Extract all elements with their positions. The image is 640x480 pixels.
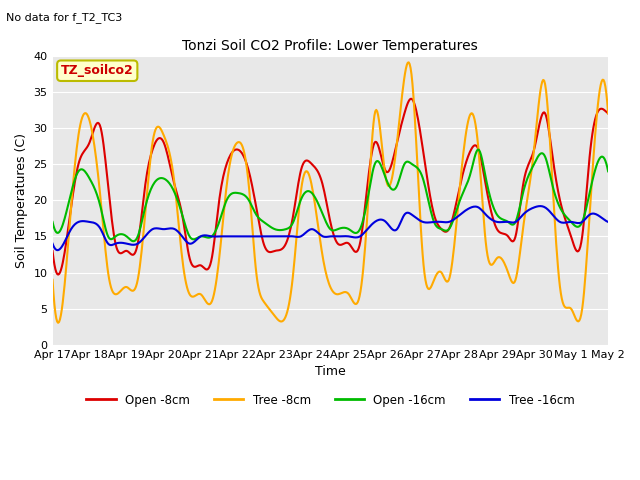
Text: TZ_soilco2: TZ_soilco2 (61, 64, 134, 77)
Title: Tonzi Soil CO2 Profile: Lower Temperatures: Tonzi Soil CO2 Profile: Lower Temperatur… (182, 39, 478, 53)
Y-axis label: Soil Temperatures (C): Soil Temperatures (C) (15, 133, 28, 268)
Legend: Open -8cm, Tree -8cm, Open -16cm, Tree -16cm: Open -8cm, Tree -8cm, Open -16cm, Tree -… (82, 389, 579, 411)
Text: No data for f_T2_TC3: No data for f_T2_TC3 (6, 12, 123, 23)
X-axis label: Time: Time (315, 365, 346, 378)
